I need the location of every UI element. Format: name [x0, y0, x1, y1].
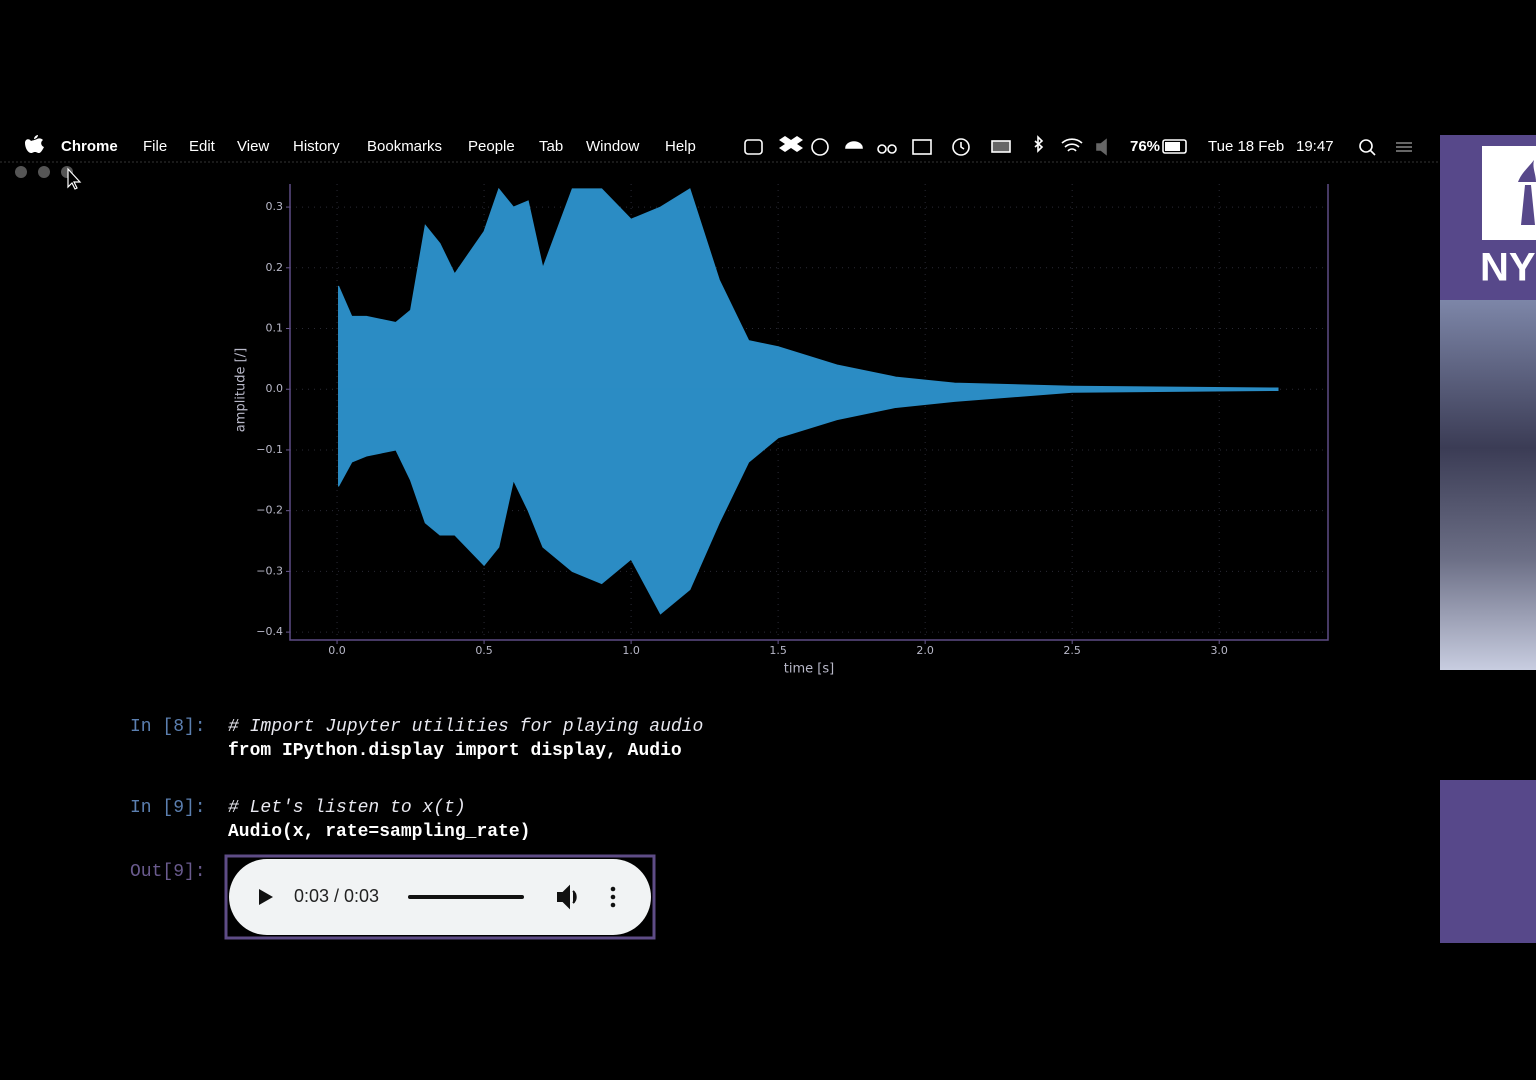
menu-item[interactable]: Edit — [189, 138, 216, 155]
x-tick-label: 0.0 — [328, 644, 346, 657]
input-prompt: In [9]: — [130, 798, 206, 818]
code-line: Audio(x, rate=sampling_rate) — [228, 822, 530, 842]
menu-item[interactable]: Help — [665, 138, 696, 155]
menu-item[interactable]: People — [468, 138, 515, 155]
waveform-envelope — [338, 187, 1279, 390]
waveform-plot: −0.4 −0.3 −0.2 −0.1 0.0 0.1 0.2 0.3 0.0 0.5 1.0 1.5… — [234, 184, 1329, 677]
audio-output: Out[9]: 0:03 / 0:03 — [130, 854, 656, 940]
window-controls — [15, 166, 82, 190]
x-tick-label: 1.0 — [622, 644, 640, 657]
menu-item[interactable]: Tab — [539, 138, 563, 155]
menu-item[interactable]: Bookmarks — [367, 138, 442, 155]
code-comment: # Let's listen to x(t) — [228, 798, 466, 818]
waveform — [338, 187, 1279, 615]
lower-panel — [1440, 780, 1536, 943]
menu-item[interactable]: Window — [586, 138, 640, 155]
audio-time: 0:03 / 0:03 — [294, 886, 379, 906]
y-tick-label: −0.4 — [256, 625, 283, 638]
menu-bar: Chrome File Edit View History Bookmarks Peopl… — [25, 135, 1412, 156]
x-tick-label: 0.5 — [475, 644, 493, 657]
mouse-cursor — [67, 167, 82, 190]
x-tick-label: 2.0 — [916, 644, 934, 657]
code-comment: # Import Jupyter utilities for playing a… — [228, 717, 703, 737]
y-tick-label: 0.1 — [266, 322, 284, 335]
close-button[interactable] — [15, 166, 27, 178]
y-tick-label: 0.0 — [266, 382, 284, 395]
date: Tue 18 Feb — [1208, 138, 1284, 155]
y-tick-label: −0.2 — [256, 504, 283, 517]
code-line: from IPython.display import display, Aud… — [228, 741, 682, 761]
x-tick-label: 3.0 — [1210, 644, 1228, 657]
y-tick-label: 0.2 — [266, 261, 284, 274]
minimize-button[interactable] — [38, 166, 50, 178]
clock: 19:47 — [1296, 138, 1334, 155]
input-prompt: In [8]: — [130, 717, 206, 737]
axes-frame — [289, 184, 1329, 641]
menu-item[interactable]: History — [293, 138, 340, 155]
x-tick-label: 2.5 — [1063, 644, 1081, 657]
waveform-envelope — [338, 388, 1279, 615]
x-axis-label: time [s] — [784, 662, 834, 677]
y-axis-label: amplitude [/] — [234, 348, 249, 432]
play-button[interactable] — [259, 889, 273, 905]
y-tick-label: −0.3 — [256, 564, 283, 577]
menu-item[interactable]: File — [143, 138, 167, 155]
menu-item[interactable]: View — [237, 138, 269, 155]
output-frame — [224, 854, 656, 940]
more-button[interactable] — [610, 886, 616, 908]
volume-button[interactable] — [557, 884, 577, 910]
y-tick-label: −0.1 — [256, 443, 283, 456]
battery-percent: 76% — [1130, 138, 1160, 155]
output-prompt: Out[9]: — [130, 862, 206, 882]
logo-text: NY — [1480, 246, 1536, 290]
side-slide: NY — [1440, 135, 1536, 943]
photo — [1440, 300, 1536, 670]
y-tick-label: 0.3 — [266, 200, 284, 213]
x-tick-label: 1.5 — [769, 644, 787, 657]
notebook-cells: In [8]: # Import Jupyter utilities for pl… — [130, 717, 703, 842]
apple-icon[interactable] — [25, 135, 44, 153]
app-menu[interactable]: Chrome — [61, 138, 118, 155]
status-icons — [744, 135, 1412, 156]
